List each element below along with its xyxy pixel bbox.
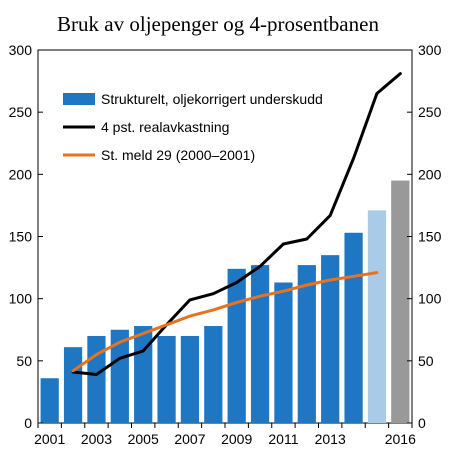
bar-2006 (157, 335, 176, 423)
y-tick-label-right-300: 300 (418, 42, 442, 58)
bar-2002 (63, 347, 83, 423)
bar-2011 (274, 282, 293, 423)
y-tick-label-right-50: 50 (418, 353, 434, 369)
legend-label-2: 4 pst. realavkastning (101, 119, 229, 135)
y-tick-label-left-0: 0 (24, 415, 32, 431)
y-tick-label-left-50: 50 (16, 353, 32, 369)
series-line-1 (71, 72, 402, 376)
x-tick-label-2003: 2003 (81, 431, 112, 447)
legend: Strukturelt, oljekorrigert underskudd 4 p… (63, 91, 323, 163)
y-tick-label-left-250: 250 (9, 104, 33, 120)
bar-2005 (134, 326, 153, 423)
y-tick-label-right-0: 0 (418, 415, 426, 431)
y-tick-label-left-100: 100 (9, 291, 33, 307)
bar-2015 (367, 210, 387, 423)
bar-group (40, 180, 410, 423)
bar-2013 (321, 255, 340, 423)
y-tick-label-right-100: 100 (418, 291, 442, 307)
x-tick-label-2016: 2016 (385, 431, 416, 447)
y-tick-label-right-150: 150 (418, 229, 442, 245)
bar-2012 (297, 265, 316, 423)
x-tick-label-2001: 2001 (34, 431, 65, 447)
y-tick-label-left-150: 150 (9, 229, 33, 245)
legend-label-3: St. meld 29 (2000–2001) (101, 147, 255, 163)
axes-group: 0 0 50 50 100 100 150 150 200 200 250 250 300 300 2001… (9, 42, 442, 447)
x-tick-label-2013: 2013 (315, 431, 346, 447)
legend-label-1: Strukturelt, oljekorrigert underskudd (101, 91, 323, 107)
x-tick-label-2005: 2005 (128, 431, 159, 447)
bar-2007 (180, 335, 200, 423)
x-tick-label-2011: 2011 (268, 431, 298, 447)
x-tick-label-2009: 2009 (221, 431, 252, 447)
y-tick-label-right-200: 200 (418, 166, 442, 182)
bar-2009 (227, 268, 246, 423)
series-line-2 (71, 271, 379, 373)
bar-2004 (110, 329, 129, 423)
y-tick-label-left-200: 200 (9, 166, 33, 182)
legend-swatch-1 (63, 93, 95, 105)
y-tick-label-right-250: 250 (418, 104, 442, 120)
bar-2001 (40, 378, 59, 423)
bar-2003 (87, 335, 106, 423)
bar-2014 (344, 232, 363, 423)
bar-2016 (391, 180, 410, 423)
x-tick-label-2007: 2007 (174, 431, 205, 447)
bar-2010 (250, 265, 270, 423)
chart-title: Bruk av oljepenger og 4-prosentbanen (57, 12, 379, 36)
y-tick-label-left-300: 300 (9, 42, 33, 58)
line-group (71, 72, 402, 376)
bar-2008 (204, 326, 223, 423)
